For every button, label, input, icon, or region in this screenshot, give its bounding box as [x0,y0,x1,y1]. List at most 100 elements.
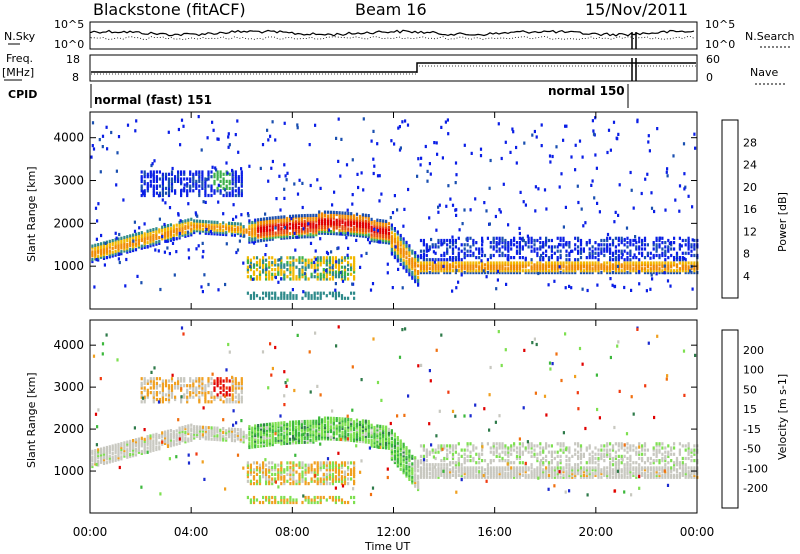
echo-cell [460,265,463,269]
echo-cell [550,475,553,479]
echo-cell [313,291,316,295]
echo-cell [292,272,295,276]
echo-cell [189,177,192,181]
echo-cell [515,446,519,450]
echo-cell [437,468,440,472]
echo-cell [120,445,123,450]
echo-cell [216,189,219,193]
echo-cell [430,237,433,242]
echo-cell [406,123,410,127]
echo-cell [518,468,521,472]
echo-cell [350,214,353,218]
echo-cell [129,447,132,451]
echo-cell [265,267,268,271]
echo-cell [498,238,501,243]
echo-cell [237,150,240,154]
echo-cell [289,294,292,298]
echo-cell [94,449,97,453]
echo-cell [343,296,347,300]
echo-cell [574,271,577,275]
echo-cell [260,217,263,221]
echo-cell [183,186,186,190]
echo-cell [496,269,499,273]
echo-cell [314,269,317,273]
echo-cell [600,456,603,461]
echo-cell [510,473,513,477]
echo-cell [545,442,548,446]
echo-cell [547,466,551,470]
echo-cell [278,174,281,178]
echo-cell [446,243,449,247]
echo-cell [614,442,617,446]
echo-cell [513,265,516,269]
echo-cell [345,163,349,167]
echo-cell [382,221,385,225]
echo-cell [539,245,542,249]
echo-cell [332,422,335,426]
echo-cell [623,468,626,472]
echo-cell [361,223,364,227]
echo-cell [408,273,411,277]
echo-cell [603,448,606,452]
echo-cell [143,193,146,198]
echo-cell [678,256,681,260]
echo-cell [454,265,457,269]
echo-cell [571,261,574,265]
echo-cell [609,448,612,452]
echo-cell [268,236,271,240]
echo-cell [207,229,210,234]
echo-cell [157,194,161,198]
echo-cell [562,466,565,470]
echo-cell [579,243,583,247]
echo-cell [283,270,286,274]
echo-cell [498,472,501,476]
echo-cell [579,267,583,271]
echo-cell [405,240,408,244]
echo-cell [100,449,103,453]
echo-cell [614,258,617,262]
echo-cell [446,466,449,470]
echo-cell [594,446,597,450]
echo-cell [155,184,158,188]
echo-cell [102,458,106,462]
echo-cell [515,473,519,477]
echo-cell [313,263,316,267]
echo-cell [223,188,227,192]
echo-cell [114,242,117,246]
echo-cell [337,265,341,269]
echo-cell [609,263,612,267]
echo-cell [140,244,143,248]
echo-cell [183,170,186,174]
echo-cell [137,443,140,447]
echo-cell [510,466,513,470]
echo-cell [504,263,507,267]
echo-cell [533,448,536,452]
echo-cell [570,286,573,290]
echo-cell [579,261,583,265]
echo-cell [667,247,670,251]
echo-cell [437,210,440,214]
echo-cell [530,454,533,458]
echo-cell [408,474,411,478]
echo-cell [271,263,274,267]
echo-cell [260,219,263,223]
echo-cell [368,241,371,245]
echo-cell [666,279,670,283]
echo-cell [521,269,524,273]
echo-cell [577,238,580,243]
echo-cell [268,228,271,232]
echo-cell [594,466,597,470]
echo-cell [562,473,565,477]
echo-cell [292,231,295,236]
echo-cell [323,437,327,441]
echo-cell [321,229,324,233]
echo-cell [344,421,347,425]
echo-cell [300,440,303,444]
echo-cell [611,472,615,476]
echo-cell [312,433,315,437]
echo-cell [559,256,562,260]
echo-cell [312,431,315,435]
echo-cell [94,454,97,458]
echo-cell [577,251,580,255]
echo-cell [417,283,420,287]
